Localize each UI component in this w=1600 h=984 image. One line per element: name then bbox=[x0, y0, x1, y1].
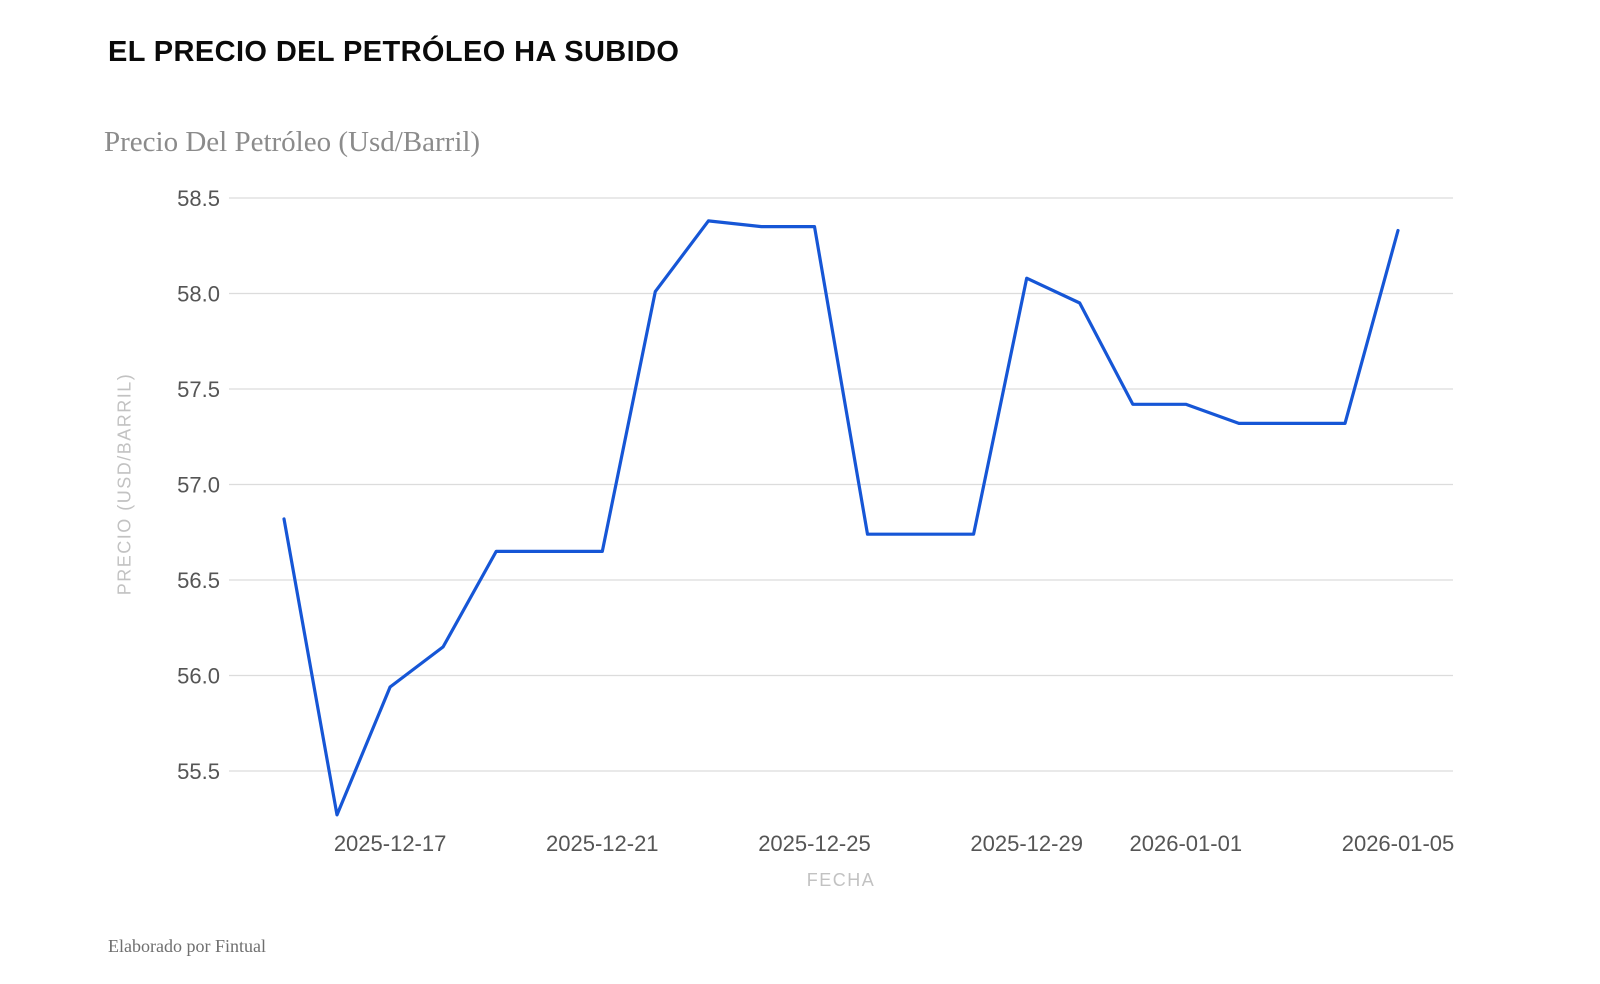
x-tick-label: 2025-12-25 bbox=[758, 831, 871, 856]
x-tick-label: 2026-01-01 bbox=[1130, 831, 1243, 856]
chart-subtitle: Precio Del Petróleo (Usd/Barril) bbox=[104, 126, 481, 158]
footer-credit: Elaborado por Fintual bbox=[108, 936, 266, 956]
y-axis-title: PRECIO (USD/BARRIL) bbox=[114, 372, 135, 596]
x-tick-label: 2025-12-21 bbox=[546, 831, 659, 856]
price-line bbox=[282, 219, 1400, 817]
y-tick-label: 57.5 bbox=[177, 377, 220, 402]
y-tick-label: 58.5 bbox=[177, 186, 220, 211]
x-axis-title: FECHA bbox=[806, 870, 876, 890]
page-title: EL PRECIO DEL PETRÓLEO HA SUBIDO bbox=[108, 36, 680, 68]
y-tick-label: 56.0 bbox=[177, 664, 220, 689]
y-tick-label: 57.0 bbox=[177, 473, 220, 498]
y-tick-label: 56.5 bbox=[177, 568, 220, 593]
y-tick-label: 55.5 bbox=[177, 759, 220, 784]
x-tick-label: 2025-12-29 bbox=[970, 831, 1083, 856]
x-tick-label: 2025-12-17 bbox=[334, 831, 447, 856]
x-tick-label: 2026-01-05 bbox=[1342, 831, 1455, 856]
y-tick-label: 58.0 bbox=[177, 282, 220, 307]
